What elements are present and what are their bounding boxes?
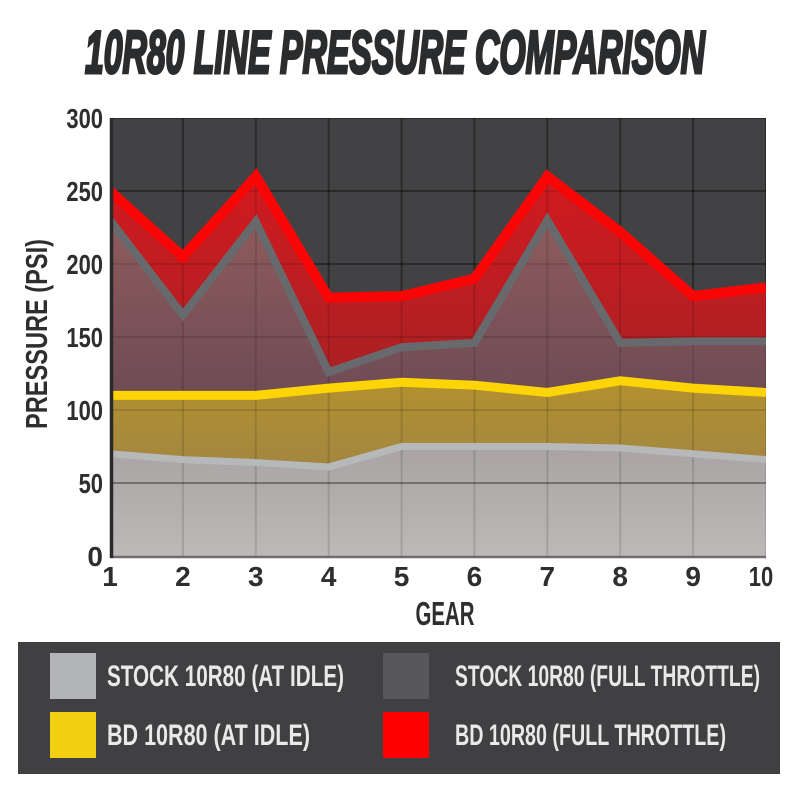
x-axis-title: GEAR: [416, 595, 475, 632]
x-tick-label: 4: [321, 561, 337, 592]
legend-label-stock-full-throttle: STOCK 10R80 (FULL THROTTLE): [455, 660, 760, 693]
series-line-1: [110, 212, 766, 377]
series-line-2: [110, 376, 766, 400]
legend-swatch-stock-idle: [50, 653, 96, 699]
plot-area: [109, 118, 766, 559]
y-axis-tick-labels: 0 50 100 150 200 250 300: [66, 103, 103, 572]
x-tick-label: 3: [248, 561, 264, 592]
x-axis-tick-labels: 1 2 3 4 5 6 7 8 9 10: [102, 561, 773, 592]
legend-swatch-bd-idle: [50, 712, 96, 758]
legend-label-bd-full-throttle: BD 10R80 (FULL THROTTLE): [455, 719, 726, 752]
legend-label-bd-idle: BD 10R80 (AT IDLE): [107, 719, 310, 752]
series-line-0: [110, 168, 766, 303]
x-tick-label: 5: [394, 561, 410, 592]
y-tick-label: 0: [87, 541, 103, 572]
y-tick-label: 50: [79, 468, 103, 499]
x-tick-label: 10: [749, 561, 773, 592]
y-tick-label: 200: [66, 249, 103, 280]
series-line-3: [110, 443, 766, 471]
x-tick-label: 1: [102, 561, 118, 592]
band-3: [110, 446, 766, 556]
y-axis-title: PRESSURE (PSI): [19, 239, 54, 429]
x-tick-label: 8: [612, 561, 628, 592]
legend-label-stock-idle: STOCK 10R80 (AT IDLE): [107, 660, 344, 693]
legend-swatch-bd-full-throttle: [383, 712, 429, 758]
x-tick-label: 7: [540, 561, 556, 592]
y-tick-label: 250: [66, 176, 103, 207]
legend-item-stock-idle: STOCK 10R80 (AT IDLE): [50, 653, 344, 699]
legend-swatch-stock-full-throttle: [383, 653, 429, 699]
x-tick-label: 6: [467, 561, 483, 592]
gridlines-over: [110, 118, 766, 556]
y-tick-label: 150: [66, 322, 103, 353]
band-0: [110, 176, 766, 373]
x-tick-label: 9: [685, 561, 701, 592]
legend-item-bd-full-throttle: BD 10R80 (FULL THROTTLE): [383, 712, 726, 758]
legend-item-stock-full-throttle: STOCK 10R80 (FULL THROTTLE): [383, 653, 760, 699]
y-tick-label: 300: [66, 103, 103, 134]
y-tick-label: 100: [66, 395, 103, 426]
legend-item-bd-idle: BD 10R80 (AT IDLE): [50, 712, 310, 758]
x-tick-label: 2: [175, 561, 191, 592]
page-title: 10R80 LINE PRESSURE COMPARISON: [85, 19, 706, 86]
plot-clip-group: [110, 118, 766, 556]
legend: STOCK 10R80 (AT IDLE) STOCK 10R80 (FULL …: [18, 642, 780, 774]
